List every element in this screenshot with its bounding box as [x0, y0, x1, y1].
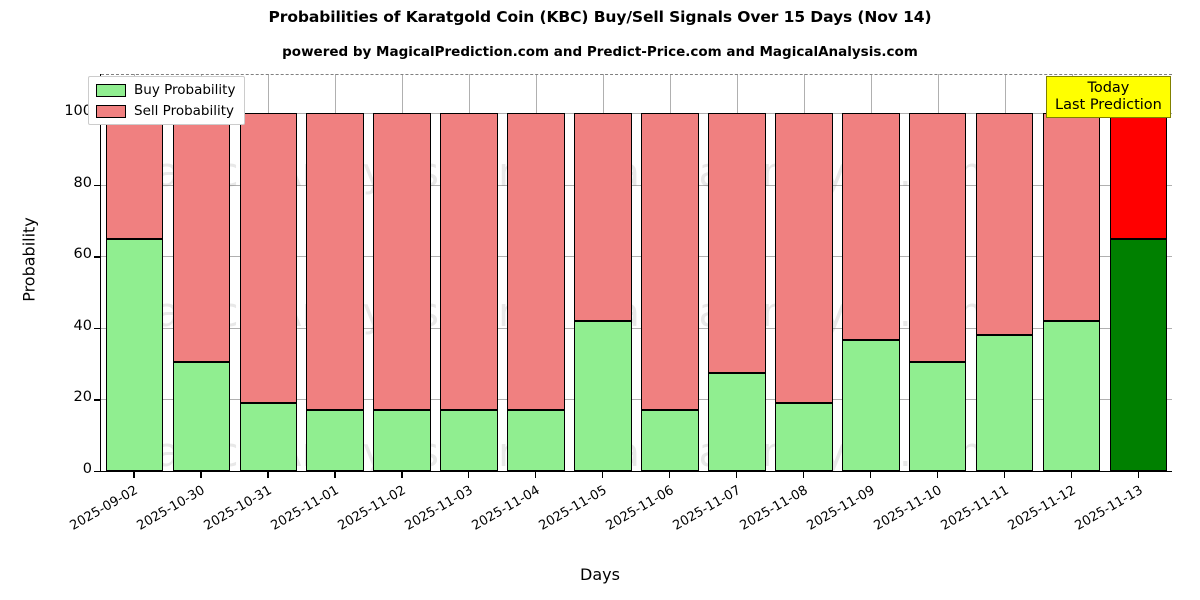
gridline-horizontal	[101, 113, 1172, 115]
bar-segment-sell[interactable]	[841, 113, 900, 341]
legend-item-buy: Buy Probability	[96, 82, 235, 98]
bar-segment-buy[interactable]	[440, 410, 498, 471]
bar-group[interactable]	[975, 74, 1034, 471]
bar-group[interactable]	[775, 74, 833, 471]
bar-segment-sell[interactable]	[507, 113, 565, 411]
x-tick-mark	[535, 472, 537, 478]
gridline-horizontal	[101, 399, 1172, 401]
x-tick-mark	[1137, 472, 1139, 478]
bar-segment-sell[interactable]	[775, 113, 833, 404]
bar-segment-sell[interactable]	[105, 113, 164, 239]
gridline-horizontal	[101, 327, 1172, 329]
bar-segment-buy[interactable]	[975, 335, 1034, 471]
chart-title: Probabilities of Karatgold Coin (KBC) Bu…	[268, 8, 932, 26]
bar-segment-buy[interactable]	[1042, 320, 1101, 471]
plot-area: MagicalAnalysis.comMagicalAnalysis.comMa…	[100, 74, 1172, 472]
bar-group[interactable]	[908, 74, 967, 471]
bar-segment-buy[interactable]	[507, 410, 565, 471]
bar-group[interactable]	[105, 74, 164, 471]
bar-segment-sell[interactable]	[306, 113, 365, 411]
x-axis-label: Days	[580, 565, 620, 584]
x-tick-mark	[668, 472, 671, 478]
legend-label-buy: Buy Probability	[134, 82, 236, 98]
x-tick-mark	[334, 472, 336, 478]
today-annotation: Today Last Prediction	[1046, 76, 1171, 119]
y-tick-mark	[94, 399, 100, 401]
bar-segment-buy[interactable]	[1109, 238, 1168, 471]
bar-segment-buy[interactable]	[172, 361, 231, 471]
bar-segment-buy[interactable]	[841, 340, 900, 471]
x-tick-mark	[735, 472, 738, 478]
y-tick-mark	[94, 327, 100, 330]
plot-inner: MagicalAnalysis.comMagicalAnalysis.comMa…	[101, 74, 1172, 471]
today-label-line2: Last Prediction	[1055, 96, 1162, 113]
legend-item-sell: Sell Probability	[96, 103, 235, 119]
x-tick-mark	[200, 472, 202, 478]
x-tick-mark	[602, 472, 604, 478]
bar-segment-buy[interactable]	[105, 238, 164, 471]
x-tick-mark	[869, 472, 872, 478]
y-tick-label: 60	[73, 246, 92, 263]
y-tick-label: 0	[82, 461, 92, 477]
bar-segment-sell[interactable]	[574, 113, 632, 321]
bar-segment-sell[interactable]	[641, 113, 699, 411]
x-tick-mark	[401, 472, 403, 478]
bar-segment-buy[interactable]	[306, 410, 365, 471]
y-tick-mark	[94, 256, 100, 258]
x-tick-mark	[936, 472, 939, 478]
gridline-horizontal	[101, 256, 1172, 258]
bar-segment-buy[interactable]	[373, 410, 431, 471]
bar-segment-sell[interactable]	[908, 113, 967, 362]
today-label-line1: Today	[1087, 80, 1130, 96]
chart-subtitle: powered by MagicalPrediction.com and Pre…	[282, 44, 918, 60]
bar-group[interactable]	[1042, 74, 1101, 471]
bar-segment-sell[interactable]	[239, 113, 298, 404]
legend-swatch-sell	[96, 104, 126, 118]
y-tick-label: 80	[73, 174, 92, 191]
bar-segment-buy[interactable]	[239, 403, 298, 471]
y-tick-mark	[94, 471, 100, 473]
bar-group[interactable]	[507, 74, 565, 471]
bar-segment-sell[interactable]	[440, 113, 498, 411]
bar-segment-buy[interactable]	[574, 320, 632, 471]
bar-group[interactable]	[440, 74, 498, 471]
legend-swatch-buy	[96, 83, 126, 97]
bar-segment-sell[interactable]	[708, 113, 766, 373]
bar-group[interactable]	[574, 74, 632, 471]
bar-group[interactable]	[841, 74, 900, 471]
legend-label-sell: Sell Probability	[134, 103, 235, 119]
x-tick-mark	[133, 472, 135, 478]
bar-group[interactable]	[373, 74, 431, 471]
bar-segment-sell[interactable]	[172, 113, 231, 362]
bar-group[interactable]	[641, 74, 699, 471]
bar-segment-buy[interactable]	[908, 361, 967, 471]
bar-group[interactable]	[306, 74, 365, 471]
bar-segment-sell[interactable]	[1109, 113, 1168, 239]
bar-segment-buy[interactable]	[708, 372, 766, 471]
x-tick-mark	[267, 472, 269, 478]
y-tick-label: 40	[73, 317, 92, 334]
bar-segment-sell[interactable]	[1042, 113, 1101, 321]
bar-segment-buy[interactable]	[641, 410, 699, 471]
gridline-horizontal	[101, 184, 1172, 186]
y-tick-label: 100	[64, 103, 92, 120]
bar-group[interactable]	[172, 74, 231, 471]
bar-group[interactable]	[708, 74, 766, 471]
bar-segment-sell[interactable]	[975, 113, 1034, 336]
reference-line	[101, 74, 1172, 75]
y-tick-label: 20	[73, 389, 92, 406]
bar-segment-buy[interactable]	[775, 403, 833, 471]
bar-group[interactable]	[1109, 74, 1168, 471]
x-tick-mark	[1070, 472, 1072, 478]
x-tick-mark	[1003, 472, 1005, 478]
chart-legend: Buy Probability Sell Probability	[88, 76, 246, 125]
bar-group[interactable]	[239, 74, 298, 471]
x-tick-mark	[802, 472, 805, 478]
x-tick-mark	[468, 472, 470, 478]
bar-segment-sell[interactable]	[373, 113, 431, 411]
y-tick-mark	[94, 184, 100, 187]
